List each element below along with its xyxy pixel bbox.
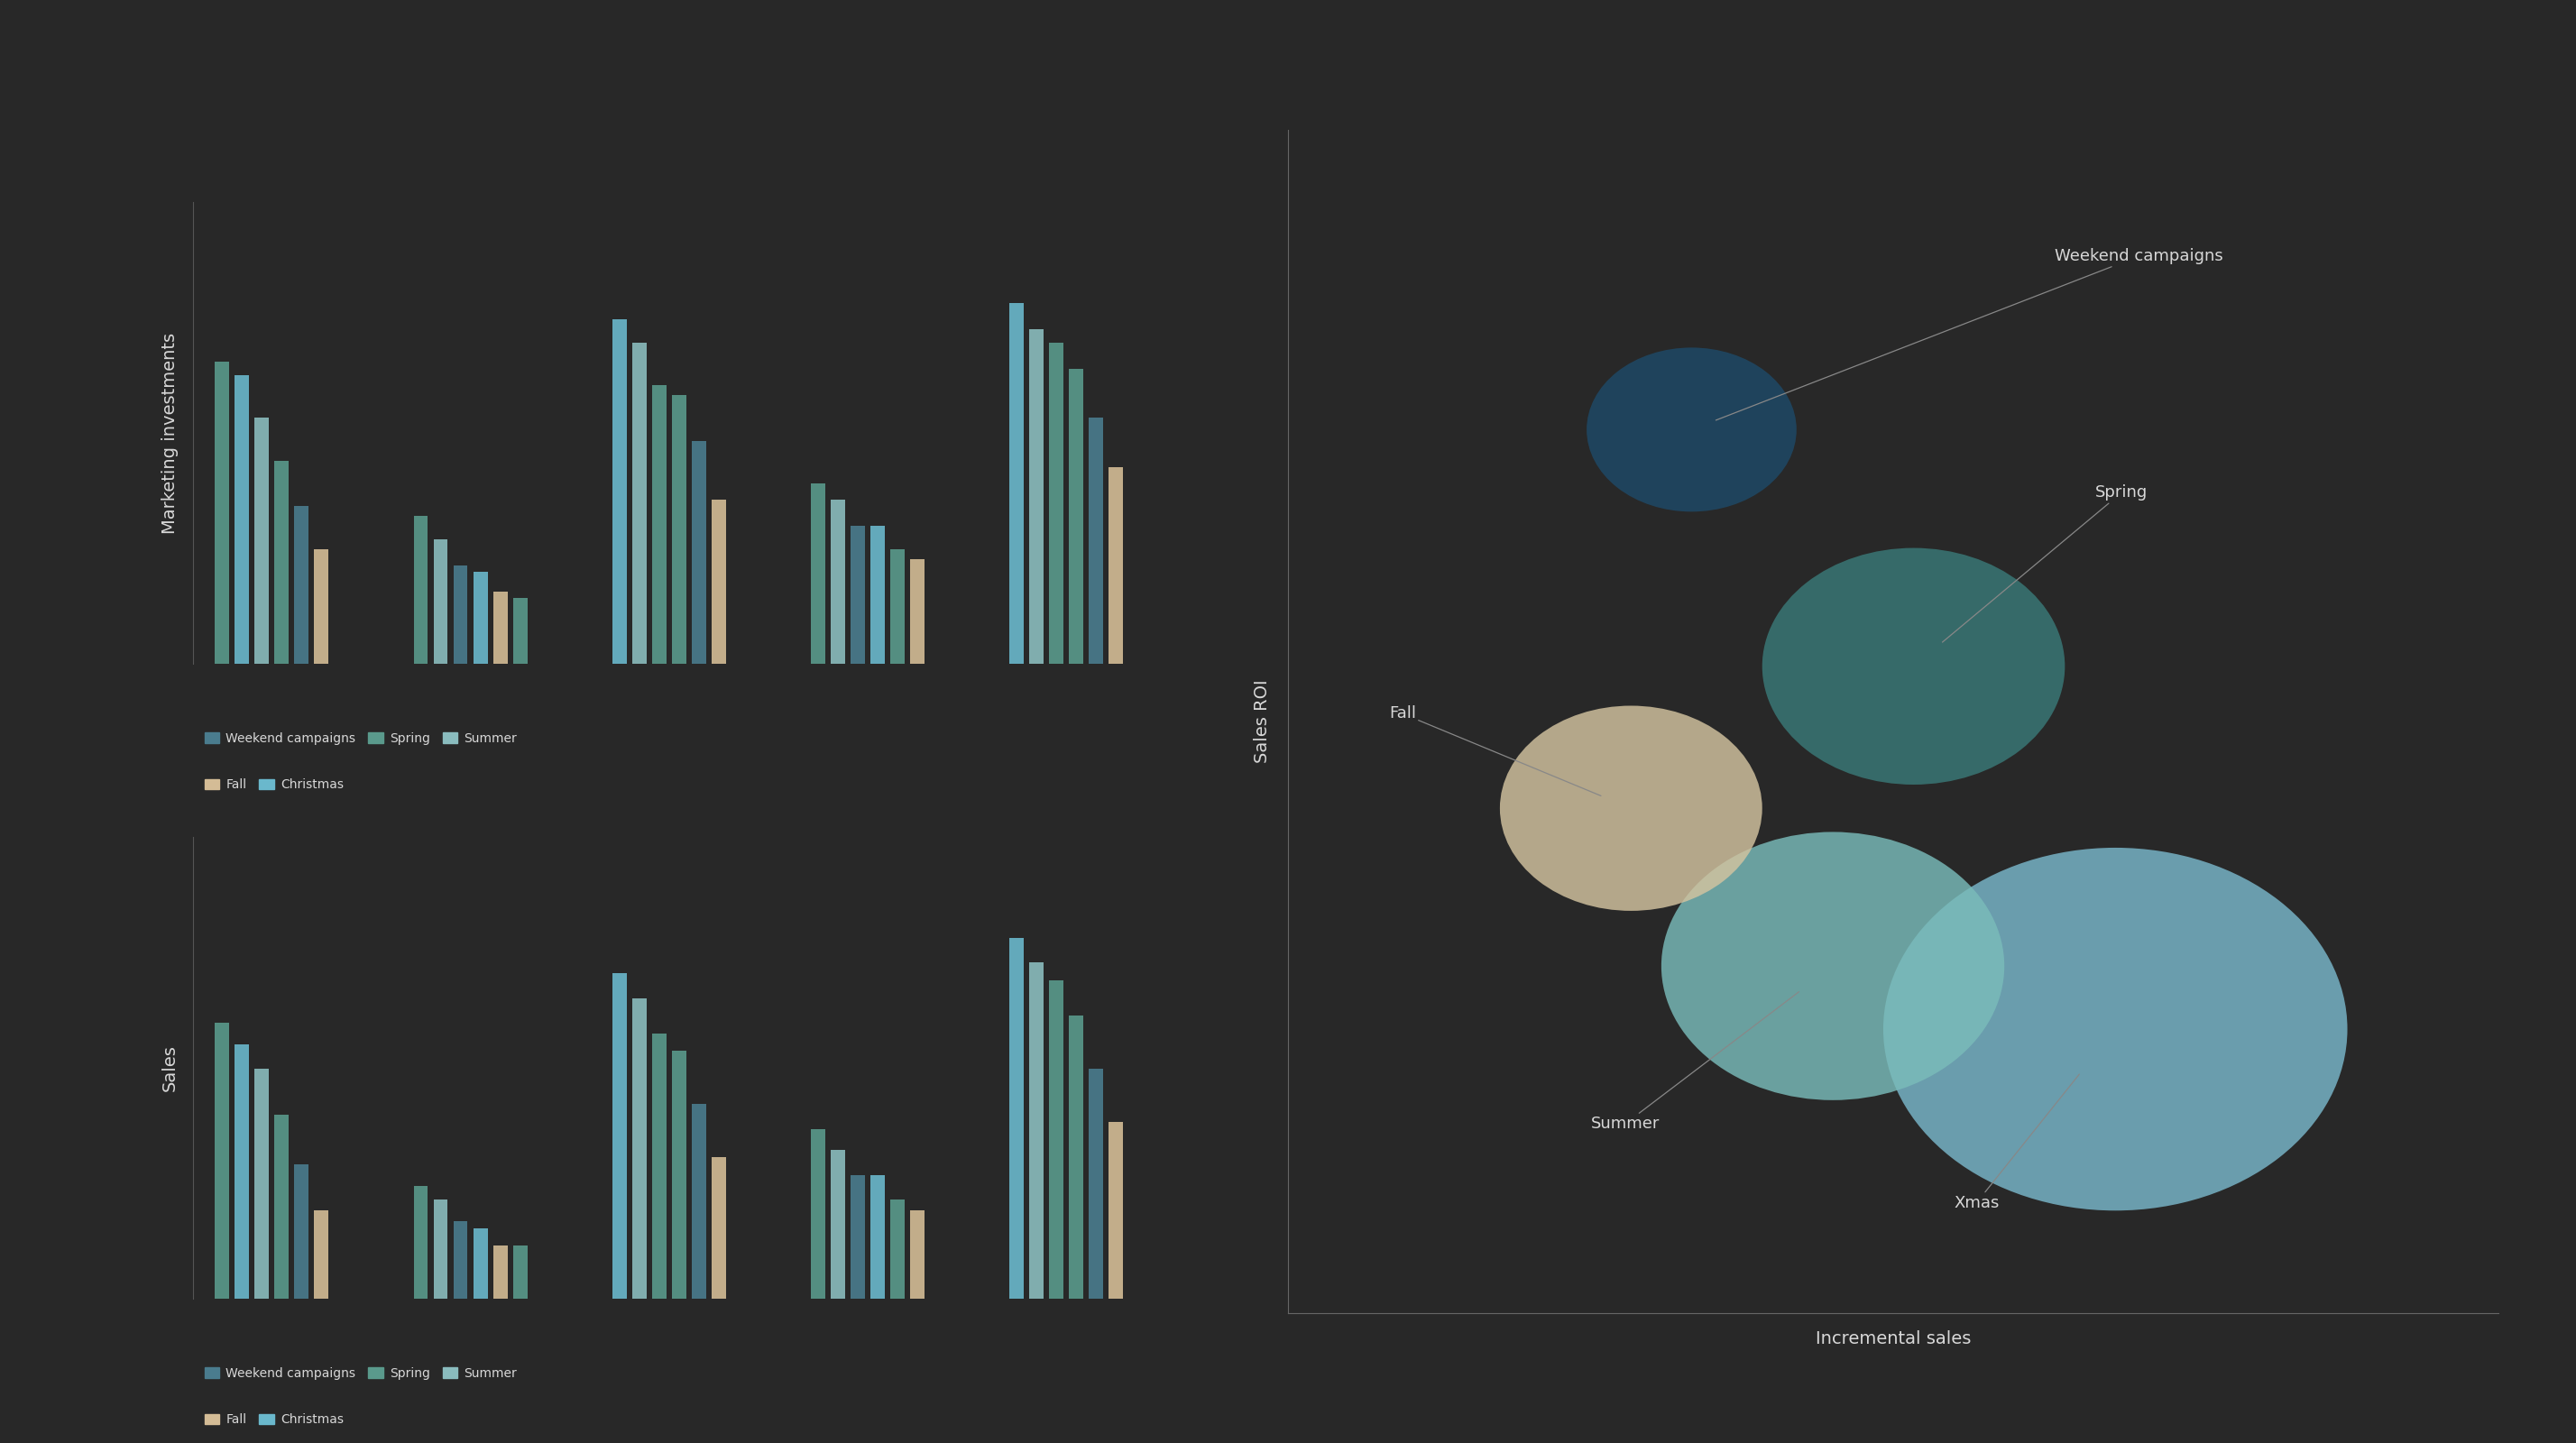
Bar: [234, 1045, 250, 1299]
Bar: [1108, 1121, 1123, 1299]
Bar: [891, 1199, 904, 1299]
Bar: [1048, 342, 1064, 664]
Bar: [314, 548, 330, 664]
Bar: [613, 974, 626, 1299]
Bar: [1010, 938, 1023, 1299]
Y-axis label: Marketing investments: Marketing investments: [162, 332, 178, 534]
Circle shape: [1587, 348, 1795, 512]
Bar: [850, 527, 866, 664]
Y-axis label: Sales: Sales: [162, 1045, 178, 1091]
Bar: [631, 342, 647, 664]
Bar: [513, 599, 528, 664]
Text: Weekend campaigns: Weekend campaigns: [1716, 248, 2223, 420]
Bar: [314, 1211, 330, 1299]
Bar: [415, 1186, 428, 1299]
Bar: [832, 499, 845, 664]
Bar: [909, 558, 925, 664]
Text: Summer: Summer: [1589, 991, 1798, 1131]
Bar: [850, 1175, 866, 1299]
Legend: Fall, Christmas: Fall, Christmas: [198, 1408, 348, 1431]
Bar: [453, 1221, 469, 1299]
Bar: [1030, 329, 1043, 664]
Bar: [433, 540, 448, 664]
Circle shape: [1499, 706, 1762, 911]
Bar: [492, 592, 507, 664]
Bar: [513, 1245, 528, 1299]
Bar: [1048, 980, 1064, 1299]
Text: Xmas: Xmas: [1953, 1074, 2079, 1211]
Bar: [1030, 962, 1043, 1299]
Bar: [1090, 418, 1103, 664]
Text: Fall: Fall: [1388, 706, 1600, 795]
Bar: [811, 483, 824, 664]
Bar: [672, 395, 685, 664]
Text: Spring: Spring: [1942, 485, 2148, 642]
Bar: [711, 1157, 726, 1299]
Bar: [1090, 1069, 1103, 1299]
Bar: [871, 527, 884, 664]
Bar: [891, 548, 904, 664]
Bar: [1069, 1016, 1084, 1299]
Bar: [453, 566, 469, 664]
Bar: [234, 375, 250, 664]
X-axis label: Incremental sales: Incremental sales: [1816, 1330, 1971, 1348]
Bar: [433, 1199, 448, 1299]
Bar: [415, 517, 428, 664]
Bar: [255, 418, 268, 664]
Y-axis label: Sales ROI: Sales ROI: [1255, 680, 1270, 763]
Bar: [613, 319, 626, 664]
Bar: [474, 1228, 487, 1299]
Bar: [1010, 303, 1023, 664]
Bar: [214, 1023, 229, 1299]
Bar: [631, 999, 647, 1299]
Bar: [871, 1175, 884, 1299]
Bar: [294, 506, 309, 664]
Bar: [492, 1245, 507, 1299]
Bar: [214, 362, 229, 664]
Bar: [294, 1165, 309, 1299]
Circle shape: [1762, 548, 2066, 785]
Bar: [255, 1069, 268, 1299]
Bar: [1108, 468, 1123, 664]
Bar: [1069, 368, 1084, 664]
Bar: [652, 385, 667, 664]
Bar: [693, 440, 706, 664]
Bar: [711, 499, 726, 664]
Bar: [672, 1051, 685, 1299]
Legend: Fall, Christmas: Fall, Christmas: [198, 773, 348, 797]
Bar: [276, 460, 289, 664]
Bar: [474, 571, 487, 664]
Bar: [832, 1150, 845, 1299]
Circle shape: [1883, 847, 2347, 1211]
Circle shape: [1662, 833, 2004, 1100]
Bar: [276, 1115, 289, 1299]
Bar: [693, 1104, 706, 1299]
Bar: [811, 1128, 824, 1299]
Bar: [909, 1211, 925, 1299]
Bar: [652, 1033, 667, 1299]
